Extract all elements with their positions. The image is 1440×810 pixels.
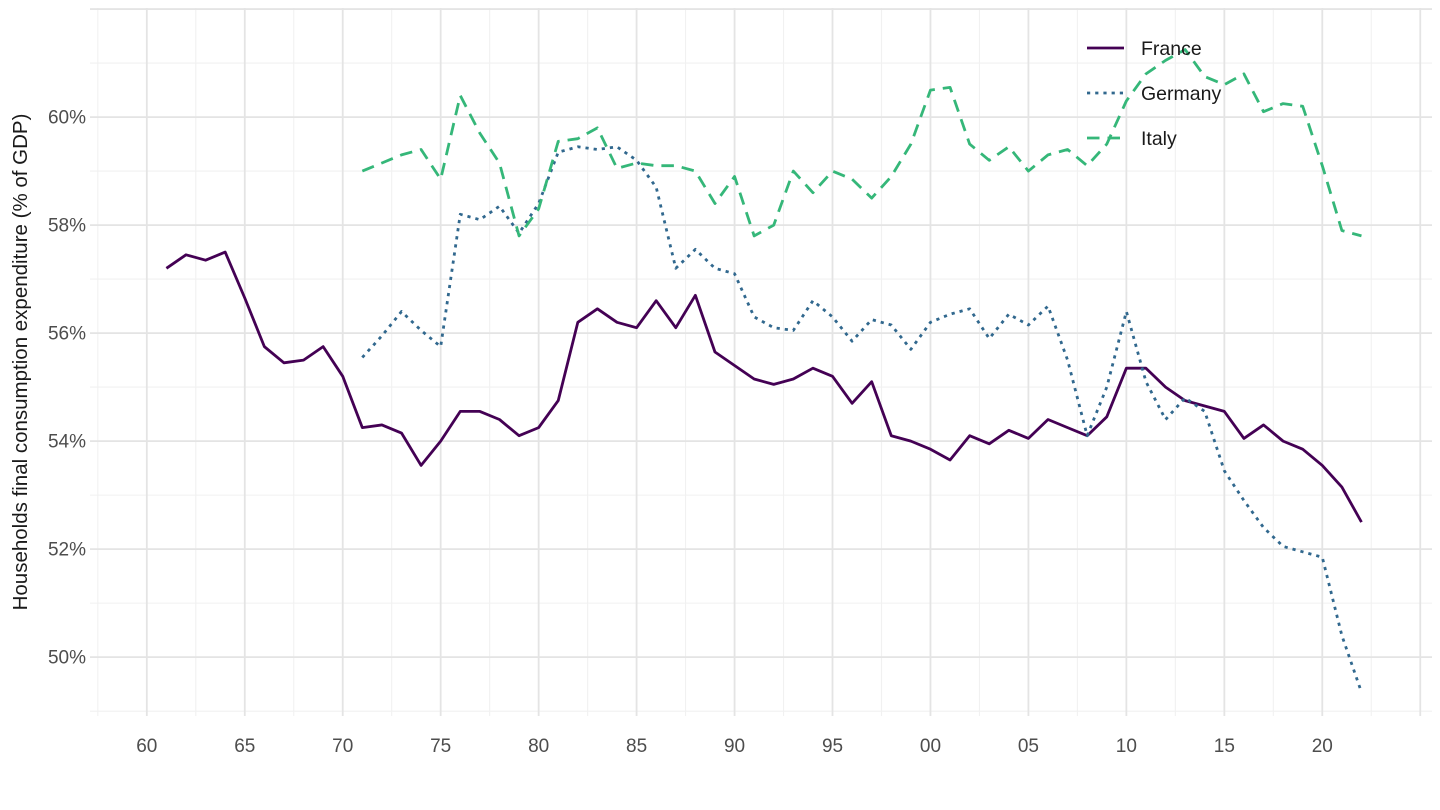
x-tick-label: 15 [1214,736,1235,757]
y-tick-label: 60% [48,108,86,129]
grid-minor [90,8,1432,716]
y-tick-label: 58% [48,216,86,237]
x-tick-label: 80 [528,736,549,757]
x-tick-label: 05 [1018,736,1039,757]
germany-line [361,145,1363,693]
france-line [165,250,1363,523]
x-tick-label: 95 [822,736,843,757]
x-tick-label: 70 [332,736,353,757]
legend-label: Italy [1141,128,1177,150]
y-tick-label: 54% [48,432,86,453]
x-tick-label: 10 [1116,736,1137,757]
legend-label: Germany [1141,83,1221,105]
x-axis-labels: 60 65 70 75 80 85 90 95 00 05 10 15 20 [136,736,1333,757]
y-tick-label: 52% [48,540,86,561]
grid-major [90,8,1432,716]
legend-label: France [1141,38,1202,60]
x-tick-label: 90 [724,736,745,757]
italy-line [361,48,1362,238]
x-tick-label: 20 [1312,736,1333,757]
y-tick-label: 56% [48,324,86,345]
y-axis-labels: 50% 52% 54% 56% 58% 60% [48,108,86,669]
x-tick-label: 75 [430,736,451,757]
legend: France Germany Italy [1087,38,1221,150]
x-tick-label: 65 [234,736,255,757]
legend-entry-germany: Germany [1087,83,1221,105]
y-axis-title: Households final consumption expenditure… [9,114,32,611]
x-tick-label: 00 [920,736,941,757]
y-tick-label: 50% [48,648,86,669]
legend-entry-france: France [1087,38,1202,60]
legend-entry-italy: Italy [1087,128,1177,150]
x-tick-label: 60 [136,736,157,757]
x-tick-label: 85 [626,736,647,757]
